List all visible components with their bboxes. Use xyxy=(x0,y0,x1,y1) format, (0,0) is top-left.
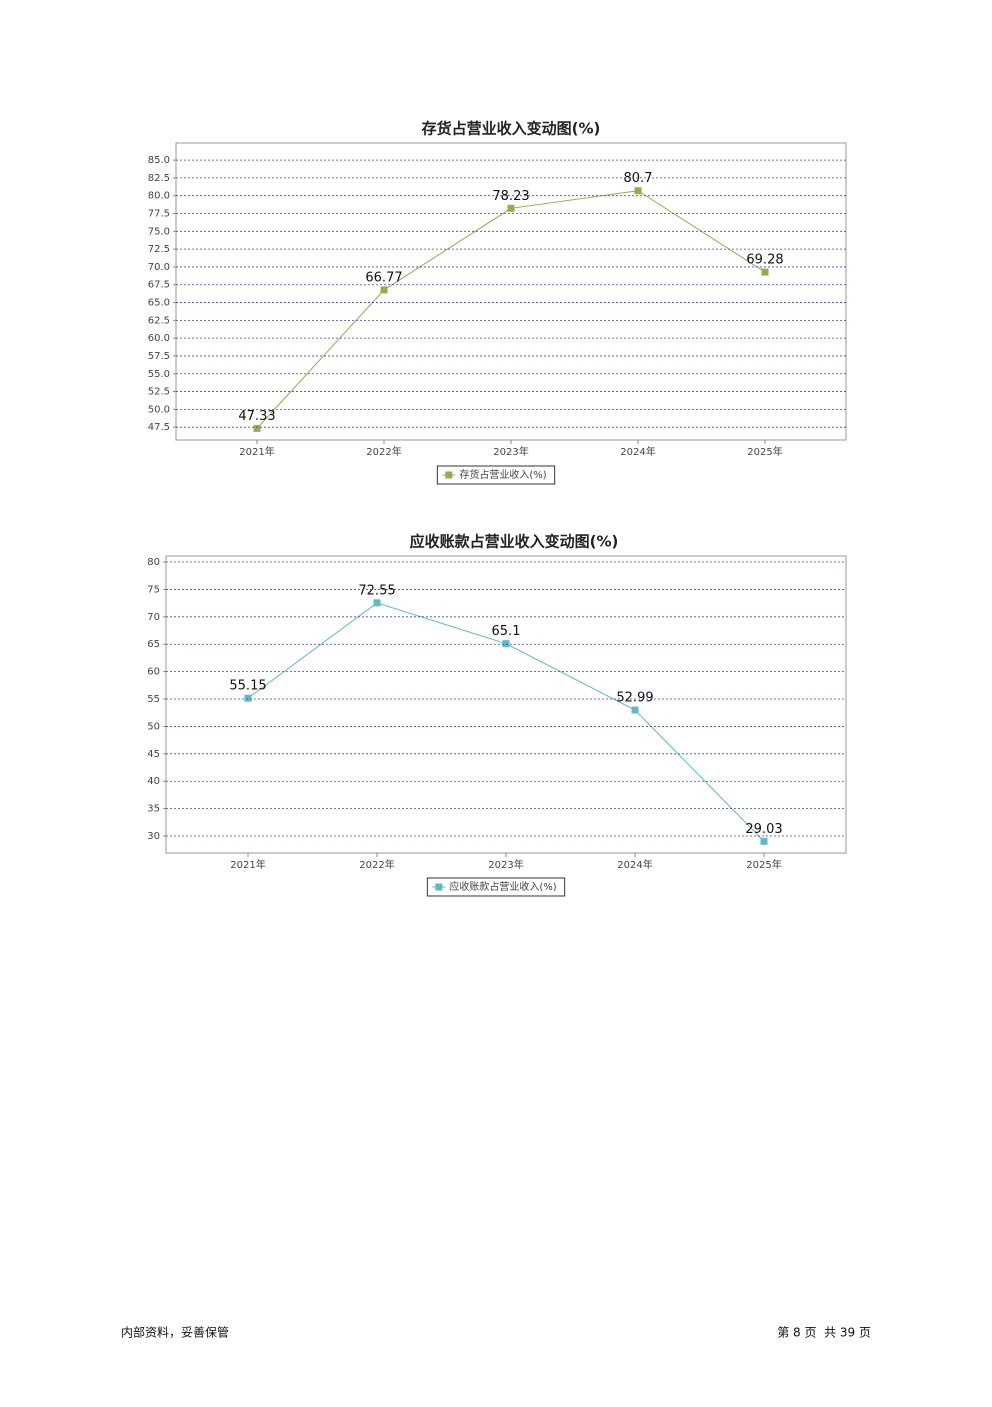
x-tick-label: 2022年 xyxy=(366,445,401,458)
chart: 应收账款占营业收入变动图(%) 55.15 72.55 65.1 52.99 29.03 2… xyxy=(147,533,847,897)
data-label: 52.99 xyxy=(616,691,653,706)
footer-left: 内部资料，妥善保管 xyxy=(121,1325,229,1340)
x-tick-label: 2025年 xyxy=(747,445,782,458)
plot-area xyxy=(175,142,847,441)
y-tick-label: 77.5 xyxy=(148,209,170,220)
y-tick-label: 55 xyxy=(147,694,160,705)
chart-title: 应收账款占营业收入变动图(%) xyxy=(410,533,619,551)
point-marker xyxy=(634,187,642,195)
y-tick-label: 50.0 xyxy=(148,404,170,415)
y-tick-label: 65.0 xyxy=(148,298,170,309)
legend-marker xyxy=(435,883,443,891)
legend-label: 存货占营业收入(%) xyxy=(459,468,546,481)
point-marker xyxy=(631,706,639,714)
y-tick-label: 50 xyxy=(147,721,160,732)
x-tick-label: 2022年 xyxy=(359,858,394,871)
x-tick-label: 2021年 xyxy=(239,445,274,458)
legend-label: 应收账款占营业收入(%) xyxy=(449,880,556,893)
y-tick-label: 80.0 xyxy=(148,191,170,202)
y-tick-label: 30 xyxy=(147,831,160,842)
y-tick-label: 67.5 xyxy=(148,280,170,291)
point-marker xyxy=(380,286,388,294)
data-label: 80.7 xyxy=(624,171,653,186)
chart-title: 存货占营业收入变动图(%) xyxy=(422,120,601,138)
y-tick-label: 60 xyxy=(147,667,160,678)
y-tick-label: 52.5 xyxy=(148,387,170,398)
x-tick-label: 2025年 xyxy=(746,858,781,871)
plot-area xyxy=(165,555,847,854)
data-label: 78.23 xyxy=(492,189,529,204)
y-tick-label: 55.0 xyxy=(148,369,170,380)
x-tick-label: 2024年 xyxy=(617,858,652,871)
legend-box xyxy=(436,465,556,485)
y-tick-label: 75 xyxy=(147,584,160,595)
point-marker xyxy=(761,268,769,276)
point-marker xyxy=(373,599,381,607)
y-tick-label: 35 xyxy=(147,804,160,815)
x-tick-label: 2021年 xyxy=(230,858,265,871)
x-tick-label: 2023年 xyxy=(493,445,528,458)
chart: 存货占营业收入变动图(%) 47.33 66.77 78.23 80.7 69.28 202… xyxy=(148,120,847,485)
data-label: 29.03 xyxy=(745,822,782,837)
footer-right: 第 8 页 共 39 页 xyxy=(777,1326,871,1340)
y-tick-label: 65 xyxy=(147,639,160,650)
legend: 存货占营业收入(%) xyxy=(436,465,556,485)
data-label: 47.33 xyxy=(238,409,275,424)
data-label: 72.55 xyxy=(358,583,395,598)
data-label: 55.15 xyxy=(229,679,266,694)
data-label: 66.77 xyxy=(365,270,402,285)
point-marker xyxy=(244,694,252,702)
x-tick-label: 2024年 xyxy=(620,445,655,458)
y-tick-label: 57.5 xyxy=(148,351,170,362)
legend-box xyxy=(426,877,566,897)
point-marker xyxy=(502,640,510,648)
y-tick-label: 75.0 xyxy=(148,226,170,237)
legend-marker xyxy=(445,471,453,479)
x-tick-label: 2023年 xyxy=(488,858,523,871)
point-marker xyxy=(507,204,515,212)
y-tick-label: 85.0 xyxy=(148,155,170,166)
y-tick-label: 40 xyxy=(147,776,160,787)
data-label: 65.1 xyxy=(492,624,521,639)
y-tick-label: 72.5 xyxy=(148,244,170,255)
y-tick-label: 45 xyxy=(147,749,160,760)
point-marker xyxy=(253,424,261,432)
y-tick-label: 47.5 xyxy=(148,422,170,433)
y-tick-label: 62.5 xyxy=(148,315,170,326)
point-marker xyxy=(760,837,768,845)
y-tick-label: 70 xyxy=(147,612,160,623)
y-tick-label: 80 xyxy=(147,557,160,568)
y-tick-label: 70.0 xyxy=(148,262,170,273)
legend: 应收账款占营业收入(%) xyxy=(426,877,566,897)
y-tick-label: 60.0 xyxy=(148,333,170,344)
y-tick-label: 82.5 xyxy=(148,173,170,184)
data-label: 69.28 xyxy=(746,253,783,268)
